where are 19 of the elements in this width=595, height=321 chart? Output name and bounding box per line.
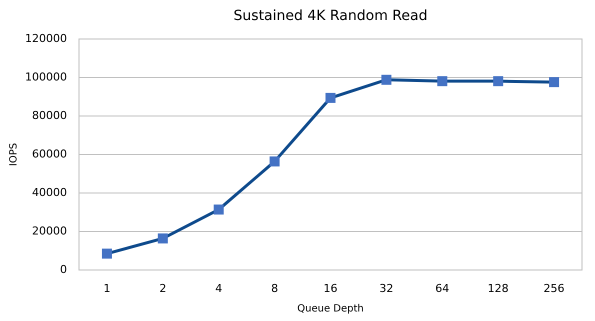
x-tick-label: 32 — [379, 282, 394, 296]
x-axis-title: Queue Depth — [297, 304, 364, 315]
x-tick-label: 4 — [215, 282, 222, 296]
y-tick-label: 0 — [60, 263, 67, 276]
x-tick-label: 128 — [488, 282, 509, 296]
chart-title: Sustained 4K Random Read — [234, 8, 428, 24]
y-tick-label: 80000 — [32, 109, 67, 122]
x-tick-label: 1 — [103, 282, 110, 296]
x-tick-label: 16 — [324, 282, 338, 296]
y-axis-title: IOPS — [8, 142, 20, 166]
x-tick-label: 8 — [271, 282, 278, 296]
y-tick-label: 40000 — [32, 186, 67, 200]
y-tick-label: 60000 — [32, 148, 67, 161]
x-tick-label: 64 — [435, 282, 450, 296]
x-tick-label: 2 — [159, 282, 166, 296]
y-tick-label: 100000 — [25, 70, 67, 84]
y-tick-label: 120000 — [25, 32, 67, 46]
x-tick-label: 256 — [544, 282, 565, 296]
y-tick-label: 20000 — [32, 224, 67, 238]
